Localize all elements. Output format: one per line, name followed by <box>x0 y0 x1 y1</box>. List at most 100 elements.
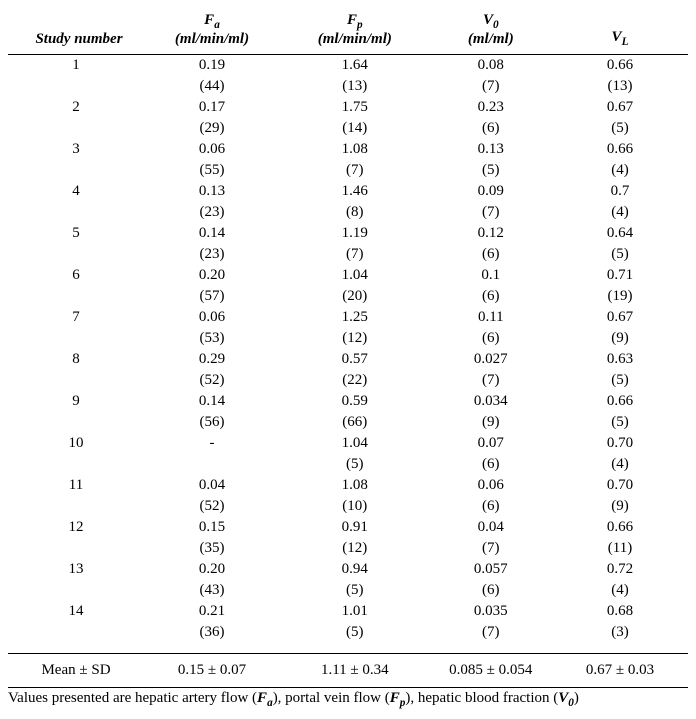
cell-fp_p: (5) <box>280 580 430 601</box>
cell-fp: 1.04 <box>280 265 430 286</box>
cell-v0: 0.1 <box>430 265 552 286</box>
cell-vl: 0.63 <box>552 349 688 370</box>
cell-v0: 0.04 <box>430 517 552 538</box>
cell-fp: 1.46 <box>280 181 430 202</box>
cell-fp_p: (14) <box>280 118 430 139</box>
cell-fa_p: (52) <box>144 496 280 517</box>
cell-fp_p: (7) <box>280 160 430 181</box>
cell-vl_p: (5) <box>552 118 688 139</box>
table-row-paren: (5)(6)(4) <box>8 454 688 475</box>
cell-n: 2 <box>8 97 144 118</box>
summary-v0: 0.085 ± 0.054 <box>430 654 552 688</box>
table-row: 30.061.080.130.66 <box>8 139 688 160</box>
table-row: 20.171.750.230.67 <box>8 97 688 118</box>
cell-v0_p: (6) <box>430 328 552 349</box>
cell-v0: 0.027 <box>430 349 552 370</box>
cell-n: 4 <box>8 181 144 202</box>
cell-fa: 0.20 <box>144 559 280 580</box>
summary-row: Mean ± SD0.15 ± 0.071.11 ± 0.340.085 ± 0… <box>8 654 688 688</box>
summary-fp: 1.11 ± 0.34 <box>280 654 430 688</box>
cell-fa: 0.21 <box>144 601 280 622</box>
cell-vl: 0.66 <box>552 517 688 538</box>
table-row-paren: (35)(12)(7)(11) <box>8 538 688 559</box>
cell-vl_p: (5) <box>552 412 688 433</box>
cell-n: 3 <box>8 139 144 160</box>
cell-n: 11 <box>8 475 144 496</box>
cell-vl: 0.70 <box>552 475 688 496</box>
cell-vl_p: (4) <box>552 202 688 223</box>
col-header-2: Fp(ml/min/ml) <box>280 10 430 55</box>
cell-vl: 0.67 <box>552 307 688 328</box>
table-row-paren: (23)(7)(6)(5) <box>8 244 688 265</box>
cell-v0: 0.11 <box>430 307 552 328</box>
cell-vl: 0.66 <box>552 55 688 77</box>
cell-v0: 0.06 <box>430 475 552 496</box>
cell-n: 6 <box>8 265 144 286</box>
table-row: 90.140.590.0340.66 <box>8 391 688 412</box>
cell-v0_p: (7) <box>430 202 552 223</box>
cell-vl_p: (5) <box>552 244 688 265</box>
cell-fa: - <box>144 433 280 454</box>
cell-fp_p: (20) <box>280 286 430 307</box>
cell-fa_p: (35) <box>144 538 280 559</box>
cell-vl_p: (3) <box>552 622 688 643</box>
cell-fa_p: (55) <box>144 160 280 181</box>
cell-fp_p: (12) <box>280 538 430 559</box>
cell-v0: 0.08 <box>430 55 552 77</box>
cell-fp_p: (8) <box>280 202 430 223</box>
cell-vl: 0.7 <box>552 181 688 202</box>
cell-v0_p: (6) <box>430 244 552 265</box>
cell-vl_p: (19) <box>552 286 688 307</box>
cell-vl_p: (4) <box>552 160 688 181</box>
cell-fa: 0.15 <box>144 517 280 538</box>
table-row: 110.041.080.060.70 <box>8 475 688 496</box>
cell-vl: 0.70 <box>552 433 688 454</box>
cell-fp: 1.08 <box>280 139 430 160</box>
cell-fp: 0.91 <box>280 517 430 538</box>
cell-v0_p: (6) <box>430 286 552 307</box>
cell-vl: 0.64 <box>552 223 688 244</box>
cell-fa_p: (53) <box>144 328 280 349</box>
cell-vl: 0.72 <box>552 559 688 580</box>
cell-vl_p: (11) <box>552 538 688 559</box>
cell-fp_p: (13) <box>280 76 430 97</box>
cell-vl_p: (9) <box>552 328 688 349</box>
cell-vl: 0.66 <box>552 139 688 160</box>
table-row: 10-1.040.070.70 <box>8 433 688 454</box>
cell-v0: 0.034 <box>430 391 552 412</box>
cell-fa_p: (36) <box>144 622 280 643</box>
cell-fa: 0.06 <box>144 307 280 328</box>
cell-n: 7 <box>8 307 144 328</box>
cell-fp: 0.59 <box>280 391 430 412</box>
cell-fp: 1.08 <box>280 475 430 496</box>
table-row-paren: (43)(5)(6)(4) <box>8 580 688 601</box>
cell-v0_p: (6) <box>430 580 552 601</box>
table-row-paren: (44)(13)(7)(13) <box>8 76 688 97</box>
cell-vl: 0.68 <box>552 601 688 622</box>
cell-v0: 0.23 <box>430 97 552 118</box>
cell-v0_p: (7) <box>430 370 552 391</box>
table-row: 140.211.010.0350.68 <box>8 601 688 622</box>
table-row-paren: (36)(5)(7)(3) <box>8 622 688 643</box>
table-row: 60.201.040.10.71 <box>8 265 688 286</box>
cell-n: 12 <box>8 517 144 538</box>
table-row: 70.061.250.110.67 <box>8 307 688 328</box>
summary-label: Mean ± SD <box>8 654 144 688</box>
cell-fa: 0.17 <box>144 97 280 118</box>
cell-v0_p: (7) <box>430 538 552 559</box>
cell-fa_p: (23) <box>144 202 280 223</box>
table-row-paren: (55)(7)(5)(4) <box>8 160 688 181</box>
table-row: 50.141.190.120.64 <box>8 223 688 244</box>
table-row-paren: (53)(12)(6)(9) <box>8 328 688 349</box>
cell-fp: 1.75 <box>280 97 430 118</box>
cell-v0_p: (5) <box>430 160 552 181</box>
cell-fp_p: (5) <box>280 454 430 475</box>
cell-fa: 0.06 <box>144 139 280 160</box>
cell-fa: 0.13 <box>144 181 280 202</box>
cell-v0: 0.13 <box>430 139 552 160</box>
parameters-table: Study numberFa(ml/min/ml)Fp(ml/min/ml)V0… <box>8 10 688 688</box>
cell-vl: 0.71 <box>552 265 688 286</box>
cell-vl_p: (13) <box>552 76 688 97</box>
cell-v0_p: (7) <box>430 76 552 97</box>
table-row: 120.150.910.040.66 <box>8 517 688 538</box>
